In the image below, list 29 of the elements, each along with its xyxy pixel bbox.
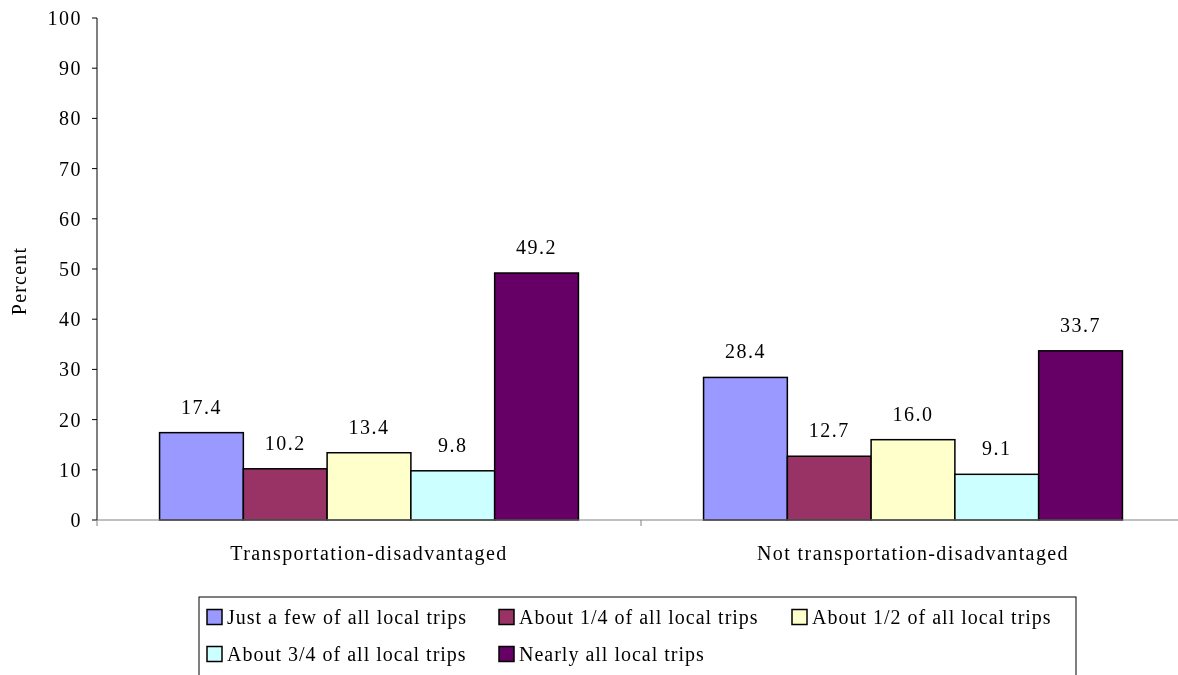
y-tick-label: 0 [70, 509, 82, 531]
data-label: 17.4 [180, 395, 222, 418]
y-axis-title: Percent [8, 246, 30, 316]
data-label: 49.2 [516, 236, 558, 259]
data-label: 28.4 [724, 340, 766, 363]
legend-label: Just a few of all local trips [227, 606, 468, 629]
data-label: 16.0 [892, 402, 934, 425]
data-label: 12.7 [808, 419, 850, 442]
y-tick-label: 80 [59, 107, 82, 130]
data-label: 10.2 [264, 431, 306, 454]
y-tick-label: 100 [47, 7, 82, 29]
y-tick-label: 20 [59, 408, 82, 431]
legend-label: About 3/4 of all local trips [227, 643, 467, 666]
data-label: 9.8 [438, 433, 468, 456]
y-tick-label: 10 [59, 458, 82, 481]
x-tick-label: Transportation-disadvantaged [230, 542, 508, 565]
y-tick-label: 70 [59, 157, 82, 180]
legend-label: About 1/4 of all local trips [519, 606, 759, 629]
legend-label: Nearly all local trips [519, 643, 705, 666]
x-tick-label: Not transportation-disadvantaged [757, 542, 1069, 565]
data-label: 33.7 [1060, 313, 1102, 336]
data-label: 9.1 [982, 437, 1012, 460]
data-label: 13.4 [348, 415, 390, 438]
y-tick-label: 40 [59, 308, 82, 331]
y-tick-label: 60 [59, 207, 82, 230]
legend-label: About 1/2 of all local trips [812, 606, 1052, 629]
y-tick-label: 90 [59, 57, 82, 80]
y-tick-label: 50 [59, 258, 82, 280]
y-tick-label: 30 [59, 358, 82, 381]
